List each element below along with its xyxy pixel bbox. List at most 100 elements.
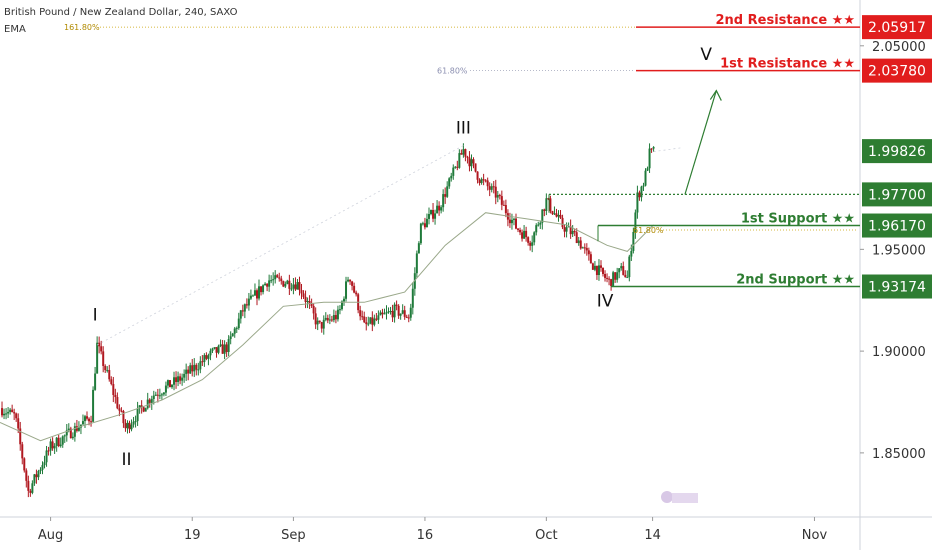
- candle-body: [555, 213, 558, 217]
- candle: [173, 371, 176, 391]
- price-tick-label: 2.05000: [872, 40, 926, 55]
- candle: [454, 166, 457, 169]
- candle-body: [98, 342, 101, 347]
- candle-body: [324, 317, 327, 320]
- chart-title: British Pound / New Zealand Dollar, 240,…: [4, 7, 238, 18]
- candle-body: [585, 247, 588, 251]
- candle-body: [549, 198, 552, 212]
- candle: [490, 183, 493, 193]
- candle: [432, 203, 435, 223]
- candle: [539, 221, 542, 229]
- candle: [272, 272, 275, 286]
- candle-body: [138, 405, 141, 409]
- candle-body: [187, 369, 190, 374]
- candle-body: [462, 149, 465, 155]
- candle-body: [306, 301, 309, 303]
- candle: [407, 314, 410, 323]
- candle: [322, 315, 325, 335]
- candle: [355, 290, 358, 297]
- candle: [47, 446, 50, 456]
- candle-body: [343, 298, 345, 302]
- candle-body: [264, 283, 267, 286]
- candle-body: [533, 232, 536, 243]
- candle: [215, 347, 218, 358]
- candle: [573, 228, 576, 237]
- candle: [306, 297, 309, 309]
- candle: [466, 155, 469, 164]
- candle-body: [405, 316, 408, 318]
- candle: [69, 426, 72, 439]
- price-badge-text: 1.99826: [868, 144, 926, 160]
- candle-body: [45, 450, 48, 463]
- candle-body: [55, 437, 58, 446]
- candle-body: [577, 240, 580, 244]
- candle: [296, 279, 299, 290]
- candle: [618, 267, 621, 279]
- time-tick-label: 19: [184, 528, 201, 543]
- candle-body: [409, 307, 412, 318]
- candle-body: [575, 232, 578, 244]
- candle: [427, 207, 430, 225]
- candle-body: [298, 282, 301, 291]
- candle-body: [280, 278, 283, 282]
- candle: [286, 279, 289, 285]
- candle: [425, 213, 428, 228]
- candle-body: [233, 328, 236, 334]
- candle-body: [351, 281, 354, 286]
- candle: [126, 420, 129, 434]
- candle-body: [381, 312, 384, 315]
- candle-body: [61, 436, 64, 445]
- candle-body: [336, 309, 339, 320]
- candle-body: [359, 310, 362, 317]
- candle: [17, 413, 20, 434]
- time-tick-label: Sep: [281, 528, 306, 543]
- candle-body: [419, 223, 422, 244]
- candle: [110, 376, 113, 386]
- candle-body: [421, 223, 424, 225]
- candle: [494, 179, 497, 205]
- candle-body: [5, 413, 8, 415]
- candle: [357, 292, 360, 314]
- candle-body: [260, 286, 263, 293]
- candle-body: [460, 153, 463, 155]
- candle: [225, 342, 228, 358]
- candle: [478, 178, 481, 186]
- candle-body: [377, 315, 380, 320]
- candle-body: [620, 266, 623, 269]
- candle-body: [94, 373, 97, 390]
- candle-body: [597, 265, 600, 276]
- candle-body: [13, 412, 16, 414]
- candle: [389, 306, 392, 315]
- candle-body: [314, 313, 317, 325]
- candle-body: [132, 421, 135, 425]
- candle: [506, 209, 509, 227]
- candle-body: [478, 179, 481, 183]
- candle: [585, 243, 588, 256]
- candle-body: [104, 365, 107, 371]
- candle-body: [86, 416, 89, 419]
- candle: [417, 241, 420, 254]
- candle: [561, 214, 564, 230]
- candle: [616, 267, 619, 283]
- candle: [646, 166, 649, 172]
- candle: [33, 473, 36, 486]
- candle-body: [63, 435, 66, 437]
- candle-body: [446, 186, 449, 197]
- candle: [175, 371, 178, 389]
- candle: [90, 415, 93, 427]
- candle: [298, 276, 301, 296]
- candle: [81, 414, 84, 425]
- candle-body: [430, 210, 433, 215]
- candle: [525, 226, 528, 242]
- candle-body: [486, 180, 489, 187]
- candle-body: [604, 273, 607, 278]
- candle-body: [508, 219, 511, 224]
- candle: [470, 154, 473, 172]
- candle: [375, 312, 378, 322]
- candle: [278, 272, 281, 282]
- candle-body: [183, 373, 186, 378]
- candle: [434, 209, 437, 225]
- candle-body: [118, 408, 121, 411]
- candle: [644, 168, 647, 187]
